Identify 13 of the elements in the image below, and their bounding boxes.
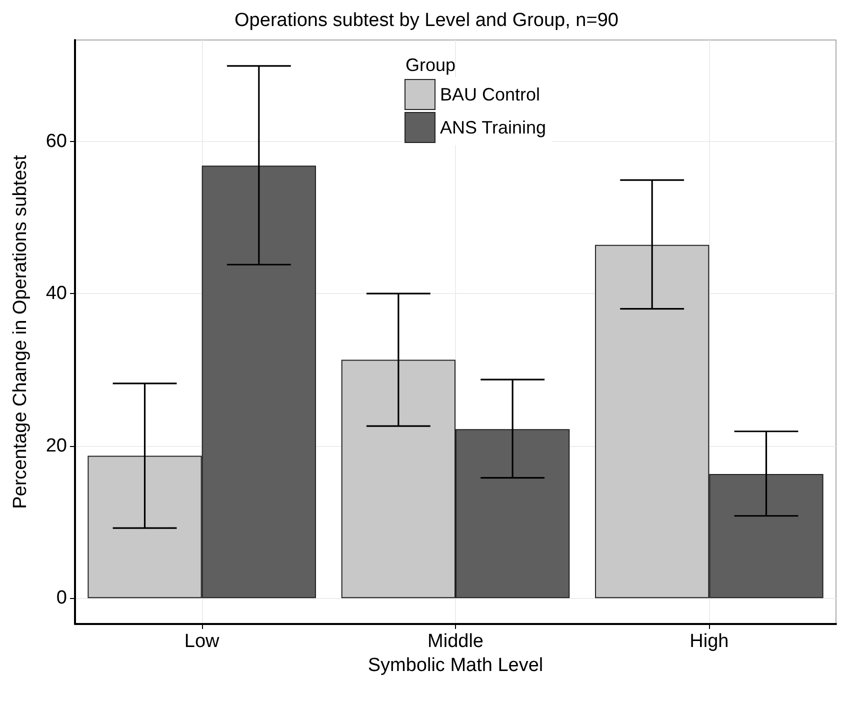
legend-label: ANS Training (440, 118, 546, 138)
legend-title: Group (406, 55, 456, 75)
y-tick-label: 0 (56, 588, 67, 609)
x-axis-title: Symbolic Math Level (368, 654, 544, 676)
y-axis-title: Percentage Change in Operations subtest (10, 154, 31, 509)
x-tick-label: Middle (428, 631, 484, 652)
chart-title: Operations subtest by Level and Group, n=90 (234, 10, 618, 31)
x-tick-label: Low (184, 631, 220, 652)
legend-label: BAU Control (440, 84, 540, 104)
y-tick-label: 20 (46, 435, 67, 456)
x-tick-label: High (690, 631, 729, 652)
y-tick-label: 40 (46, 283, 67, 304)
y-tick-label: 60 (46, 130, 67, 152)
